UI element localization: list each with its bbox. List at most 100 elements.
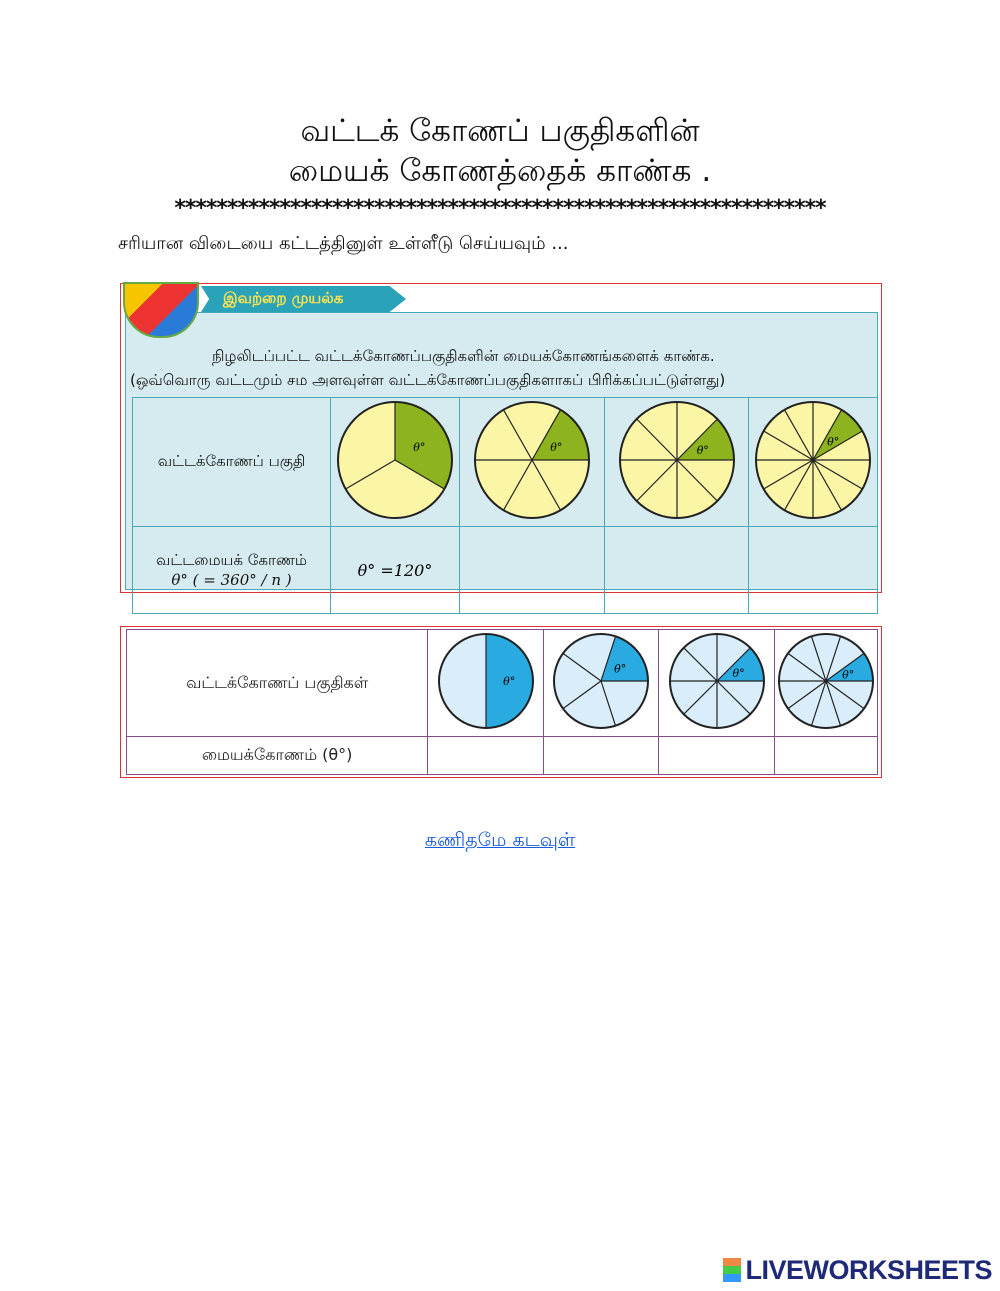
question-text: நிழலிடப்பட்ட வட்டக்கோணப்பகுதிகளின் மையக்… bbox=[212, 347, 715, 365]
answer-cell[interactable] bbox=[330, 526, 460, 614]
exercise-1-table: வட்டக்கோணப் பகுதி θ° θ° θ° θ° வட்டமையக் … bbox=[132, 397, 878, 614]
circle-outline bbox=[755, 401, 871, 519]
answer-input[interactable] bbox=[611, 560, 742, 580]
radius-line bbox=[600, 680, 617, 726]
circle-cell: θ° bbox=[427, 629, 545, 737]
radius-line bbox=[825, 680, 865, 710]
title-line-2: மையக் கோணத்தைக் காண்க . bbox=[288, 153, 712, 189]
banner-label: இவற்றை முயல்க bbox=[223, 289, 344, 307]
sector-circle: θ° bbox=[778, 633, 874, 729]
answer-cell[interactable] bbox=[543, 736, 660, 775]
answer-input[interactable] bbox=[754, 560, 872, 580]
row-label: வட்டமையக் கோணம் θ° ( = 360° / n ) bbox=[132, 526, 331, 614]
theta-label: θ° bbox=[614, 663, 626, 676]
radius-line bbox=[812, 409, 843, 461]
answer-cell[interactable] bbox=[604, 526, 749, 614]
shaded-sector bbox=[485, 634, 533, 728]
radius-line bbox=[716, 680, 751, 715]
radius-line bbox=[716, 647, 751, 682]
radius-line bbox=[812, 459, 843, 511]
radius-line bbox=[600, 636, 617, 682]
title-line-1: வட்டக் கோணப் பகுதிகளின் bbox=[300, 113, 700, 149]
circle-cell: θ° bbox=[459, 397, 605, 527]
answer-input[interactable] bbox=[336, 559, 454, 581]
logo-icon bbox=[723, 1258, 742, 1282]
radius-line bbox=[676, 418, 718, 461]
radius-line bbox=[682, 647, 717, 682]
shaded-sector bbox=[826, 653, 873, 681]
shaded-sector bbox=[716, 647, 764, 681]
liveworksheets-logo: LIVEWORKSHEETS bbox=[723, 1255, 992, 1286]
circle-cell: θ° bbox=[658, 629, 775, 737]
exercise-2: வட்டக்கோணப் பகுதிகள் θ° θ° θ° θ° மையக்கோ… bbox=[120, 626, 882, 778]
star-divider: ****************************************… bbox=[174, 196, 826, 221]
radius-line bbox=[562, 680, 602, 710]
exercise-1: இவற்றை முயல்க நிழலிடப்பட்ட வட்டக்கோணப்பக… bbox=[120, 282, 882, 614]
rubiks-cube-icon bbox=[123, 282, 199, 338]
radius-line bbox=[812, 430, 863, 461]
banner: இவற்றை முயல்க bbox=[201, 286, 406, 312]
circle-outline bbox=[553, 633, 650, 729]
circle-cell: θ° bbox=[330, 397, 460, 527]
circle-cell: θ° bbox=[604, 397, 749, 527]
answer-cell[interactable] bbox=[748, 526, 878, 614]
exercise-1-panel: நிழலிடப்பட்ட வட்டக்கோணப்பகுதிகளின் மையக்… bbox=[125, 312, 878, 614]
answer-cell[interactable] bbox=[658, 736, 775, 775]
answer-cell[interactable] bbox=[427, 736, 545, 775]
circle-outline bbox=[437, 633, 534, 729]
radius-line bbox=[502, 409, 533, 461]
logo-text: LIVEWORKSHEETS bbox=[745, 1255, 992, 1285]
radius-line bbox=[676, 459, 718, 502]
circle-outline bbox=[778, 633, 874, 729]
instruction: சரியான விடையை கட்டத்தினுள் உள்ளீடு செய்ய… bbox=[118, 233, 569, 254]
radius-line bbox=[825, 652, 865, 682]
answer-input[interactable] bbox=[548, 746, 654, 766]
theta-label: θ° bbox=[413, 441, 425, 454]
shaded-sector bbox=[813, 409, 863, 460]
radius-line bbox=[635, 459, 677, 502]
question-note: (ஒவ்வொரு வட்டமும் சம அளவுள்ள வட்டக்கோணப்… bbox=[130, 371, 726, 389]
answer-cell[interactable] bbox=[459, 526, 605, 614]
sector-circle: θ° bbox=[618, 401, 735, 519]
radius-line bbox=[825, 636, 842, 682]
radius-line bbox=[635, 418, 677, 461]
theta-label: θ° bbox=[842, 668, 854, 681]
answer-input[interactable] bbox=[466, 560, 598, 580]
answer-input[interactable] bbox=[663, 746, 770, 766]
radius-line bbox=[682, 680, 717, 715]
radius-line bbox=[810, 636, 827, 682]
radius-line bbox=[531, 409, 562, 461]
radius-line bbox=[763, 459, 814, 490]
circle-cell: θ° bbox=[543, 629, 660, 737]
sector-circle: θ° bbox=[755, 401, 871, 519]
row-label: மையக்கோணம் (θ°) bbox=[125, 736, 429, 775]
shaded-sector bbox=[601, 636, 649, 681]
row-label: வட்டக்கோணப் பகுதிகள் bbox=[125, 629, 429, 737]
radius-line bbox=[531, 459, 562, 511]
radius-line bbox=[562, 652, 602, 682]
radius-line bbox=[502, 459, 533, 511]
circle-cell: θ° bbox=[748, 397, 878, 527]
sector-circle: θ° bbox=[553, 633, 650, 729]
circle-outline bbox=[474, 401, 590, 519]
sector-circle: θ° bbox=[668, 633, 765, 729]
radius-line bbox=[825, 680, 842, 726]
sector-circle: θ° bbox=[474, 401, 590, 519]
radius-line bbox=[810, 680, 827, 726]
answer-cell[interactable] bbox=[774, 736, 878, 775]
answer-input[interactable] bbox=[432, 746, 539, 766]
radius-line bbox=[345, 459, 396, 490]
footer-link[interactable]: கணிதமே கடவுள் bbox=[424, 829, 576, 851]
row-label-text: வட்டமையக் கோணம் bbox=[156, 551, 307, 569]
shaded-sector bbox=[395, 402, 452, 489]
theta-label: θ° bbox=[503, 675, 515, 688]
circle-outline bbox=[668, 633, 765, 729]
sector-circle: θ° bbox=[337, 401, 453, 519]
circle-outline bbox=[618, 401, 735, 519]
radius-line bbox=[787, 652, 827, 682]
exercise-2-table: வட்டக்கோணப் பகுதிகள் θ° θ° θ° θ° மையக்கோ… bbox=[125, 629, 878, 775]
answer-input[interactable] bbox=[779, 746, 873, 766]
shaded-sector bbox=[676, 418, 734, 460]
radius-line bbox=[783, 409, 814, 461]
